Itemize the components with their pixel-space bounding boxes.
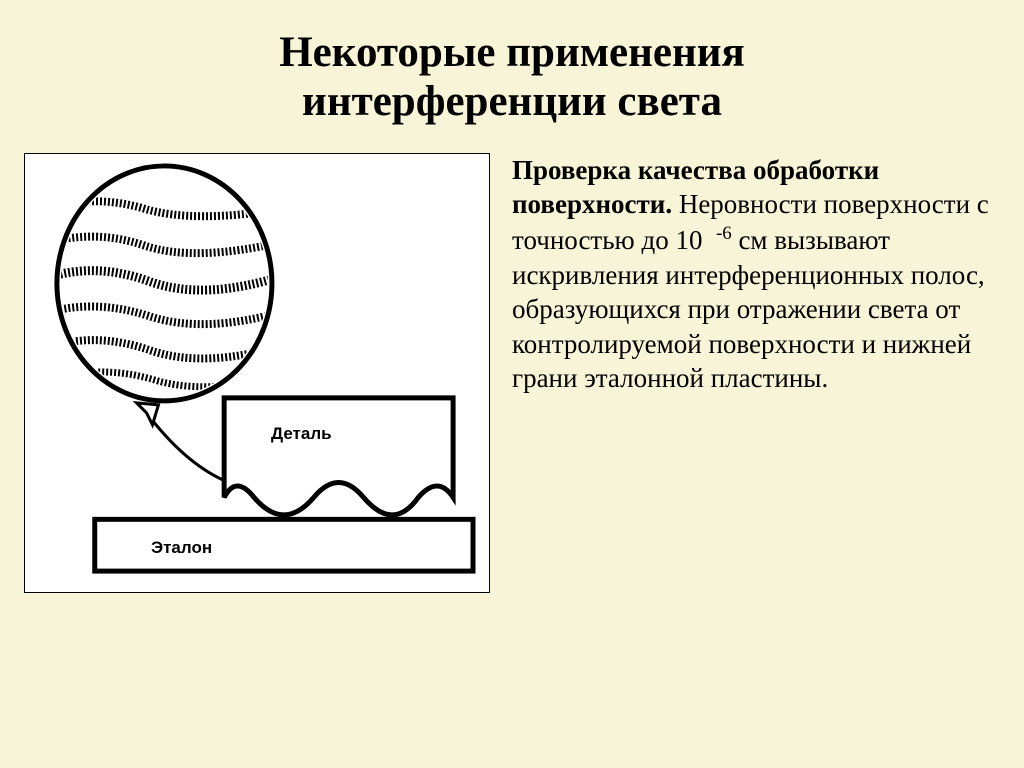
diagram-container: Деталь Эталон — [24, 153, 490, 593]
title-line-1: Некоторые применения — [279, 29, 745, 76]
label-detail: Деталь — [265, 422, 338, 446]
label-detail-text: Деталь — [271, 424, 332, 443]
content-area: Деталь Эталон Проверка качества обработк… — [0, 127, 1024, 593]
text-column: Проверка качества обработки поверхности.… — [512, 153, 994, 593]
title-line-2: интерференции света — [302, 78, 722, 125]
label-etalon-text: Эталон — [151, 538, 212, 557]
body-space — [709, 225, 716, 255]
page-title: Некоторые применения интерференции света — [0, 0, 1024, 127]
body-paragraph: Проверка качества обработки поверхности.… — [512, 153, 994, 396]
body-exponent: -6 — [716, 223, 732, 244]
label-etalon: Эталон — [145, 536, 218, 560]
diagram-svg — [25, 154, 489, 592]
